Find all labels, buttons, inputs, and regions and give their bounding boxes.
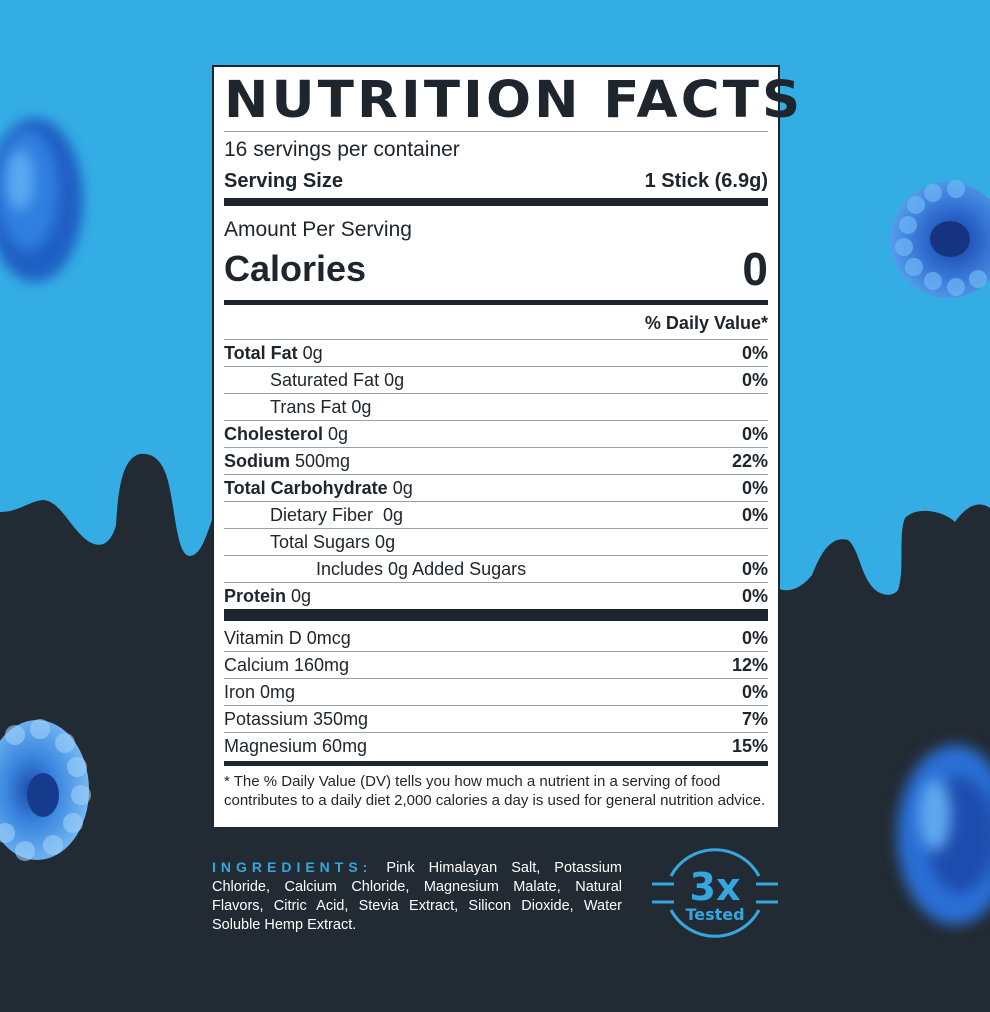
vitamin-name: Potassium 350mg [224, 708, 369, 729]
tested-badge: 3x Tested [652, 848, 778, 938]
thick-divider [224, 609, 768, 621]
nutrition-facts-label: NUTRITION FACTS 16 servings per containe… [212, 65, 800, 829]
nutrient-list: Total Fat 0g 0% Saturated Fat 0g 0% Tran… [224, 339, 768, 609]
servings-per-container: 16 servings per container [224, 138, 460, 161]
nutrition-facts-title: NUTRITION FACTS [224, 71, 804, 130]
ingredients-block: INGREDIENTS: Pink Himalayan Salt, Potass… [212, 858, 622, 935]
divider [224, 131, 768, 132]
vitamin-row-calcium: Calcium 160mg 12% [224, 651, 768, 678]
nutrient-row-total-carbohydrate: Total Carbohydrate 0g 0% [224, 474, 768, 501]
calories-label: Calories [224, 248, 367, 289]
nutrient-dv: 22% [731, 450, 768, 471]
vitamin-dv: 0% [741, 681, 768, 702]
daily-value-header: % Daily Value* [644, 313, 768, 333]
nutrient-dv: 0% [741, 423, 768, 444]
thick-divider [224, 300, 768, 305]
nutrient-name: Total Carbohydrate [224, 477, 388, 498]
nutrient-name: Protein [224, 585, 287, 606]
nutrient-row-total-sugars: Total Sugars 0g [224, 528, 768, 555]
calories-row: Calories 0 [224, 244, 768, 294]
vitamin-dv: 0% [741, 627, 768, 648]
nutrient-row-cholesterol: Cholesterol 0g 0% [224, 420, 768, 447]
nutrient-amount: Saturated Fat 0g [270, 369, 405, 390]
thick-divider [224, 198, 768, 206]
raspberry-image-top-right [890, 180, 990, 298]
vitamin-name: Magnesium 60mg [224, 735, 368, 756]
vitamin-row-vitamin-d: Vitamin D 0mcg 0% [224, 625, 768, 651]
nutrient-dv: 0% [741, 369, 768, 390]
vitamin-dv: 7% [741, 708, 768, 729]
nutrient-dv: 0% [741, 342, 768, 363]
thick-divider [224, 761, 768, 766]
serving-size-row: Serving Size 1 Stick (6.9g) [224, 166, 768, 198]
vitamin-row-iron: Iron 0mg 0% [224, 678, 768, 705]
serving-size-label: Serving Size [224, 170, 343, 192]
nutrient-amount: Includes 0g Added Sugars [316, 558, 527, 579]
badge-text: Tested [685, 905, 744, 924]
badge-ring-icon [652, 848, 778, 938]
nutrient-amount: 0g [387, 477, 413, 498]
vitamin-name: Iron 0mg [224, 681, 296, 702]
ingredients-text: Pink Himalayan Salt, Potassium Chloride,… [212, 860, 622, 933]
vitamin-row-potassium: Potassium 350mg 7% [224, 705, 768, 732]
nutrient-row-protein: Protein 0g 0% [224, 582, 768, 609]
nutrient-row-sodium: Sodium 500mg 22% [224, 447, 768, 474]
nutrient-row-total-fat: Total Fat 0g 0% [224, 339, 768, 366]
nutrient-dv: 0% [741, 477, 768, 498]
raspberry-image-bottom-left [0, 719, 91, 861]
nutrient-amount: Trans Fat 0g [270, 396, 372, 417]
nutrient-row-trans-fat: Trans Fat 0g [224, 393, 768, 420]
nutrient-name: Total Fat [224, 342, 298, 363]
nutrient-dv: 0% [741, 558, 768, 579]
nutrient-row-saturated-fat: Saturated Fat 0g 0% [224, 366, 768, 393]
nutrient-amount: 0g [297, 342, 323, 363]
nutrient-amount: Total Sugars 0g [270, 531, 396, 552]
vitamin-name: Calcium 160mg [224, 654, 350, 675]
daily-value-footnote: * The % Daily Value (DV) tells you how m… [224, 773, 766, 809]
ingredients-label: INGREDIENTS: [212, 859, 373, 875]
nutrient-name: Sodium [224, 450, 290, 471]
nutrient-dv: 0% [741, 585, 768, 606]
nutrient-row-dietary-fiber: Dietary Fiber 0g 0% [224, 501, 768, 528]
serving-size-value: 1 Stick (6.9g) [644, 170, 768, 192]
badge-number: 3x [690, 865, 741, 909]
vitamin-dv: 15% [731, 735, 768, 756]
nutrient-amount: 0g [286, 585, 312, 606]
raspberry-image-top-left [0, 118, 83, 282]
nutrient-dv: 0% [741, 504, 768, 525]
raspberry-image-bottom-right [897, 745, 990, 925]
amount-per-serving: Amount Per Serving [224, 218, 412, 241]
nutrient-row-added-sugars: Includes 0g Added Sugars 0% [224, 555, 768, 582]
vitamin-row-magnesium: Magnesium 60mg 15% [224, 732, 768, 759]
nutrient-amount: 500mg [290, 450, 351, 471]
nutrient-amount: Dietary Fiber 0g [270, 504, 404, 525]
vitamin-name: Vitamin D 0mcg [224, 627, 351, 648]
calories-value: 0 [742, 243, 768, 295]
vitamin-list: Vitamin D 0mcg 0% Calcium 160mg 12% Iron… [224, 625, 768, 759]
vitamin-dv: 12% [731, 654, 768, 675]
nutrient-amount: 0g [323, 423, 349, 444]
nutrient-name: Cholesterol [224, 423, 324, 444]
